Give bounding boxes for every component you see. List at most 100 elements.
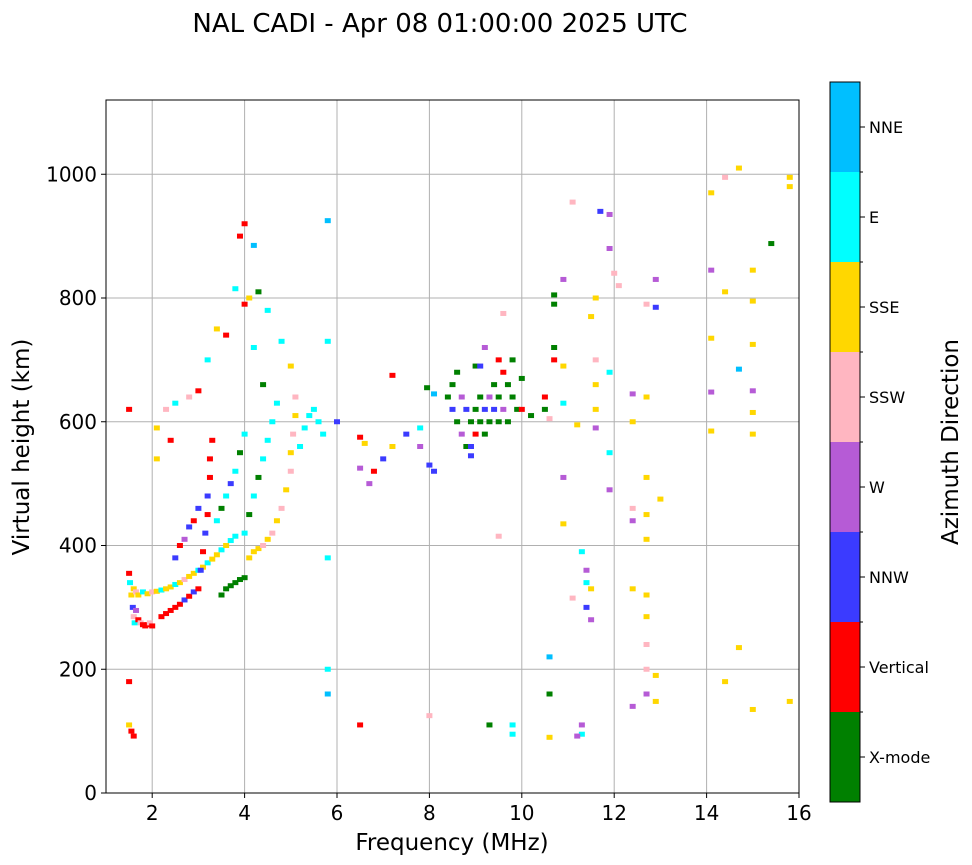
data-point	[186, 593, 193, 599]
data-point	[449, 382, 456, 388]
data-point	[126, 406, 133, 412]
data-point	[652, 276, 659, 282]
data-point	[255, 546, 262, 552]
data-point	[163, 586, 170, 592]
colorbar-segment	[830, 172, 860, 262]
data-point	[278, 505, 285, 511]
data-point	[722, 679, 729, 685]
data-point	[204, 512, 211, 518]
data-point	[458, 394, 465, 400]
data-point	[472, 363, 479, 369]
data-point	[560, 521, 567, 527]
data-point	[749, 341, 756, 347]
data-point	[260, 543, 267, 548]
data-point	[486, 394, 493, 400]
data-point	[255, 474, 262, 480]
data-point	[213, 326, 220, 332]
data-point	[749, 298, 756, 304]
colorbar-tick-label: NNE	[869, 118, 903, 137]
colorbar-segment	[830, 712, 860, 802]
data-point	[255, 289, 262, 295]
data-point	[236, 577, 243, 583]
data-point	[560, 474, 567, 480]
data-point	[236, 450, 243, 456]
data-point	[301, 425, 308, 431]
data-point	[643, 642, 650, 647]
colorbar: X-mode Vertical NNW W SSW SSE E NNE	[829, 81, 930, 803]
data-point	[223, 332, 230, 338]
data-point	[652, 698, 659, 704]
data-point	[592, 295, 599, 301]
data-point	[606, 450, 613, 456]
data-point	[129, 604, 136, 610]
data-point	[509, 357, 516, 363]
data-point	[643, 512, 650, 518]
data-point	[592, 425, 599, 431]
colorbar-segment	[830, 622, 860, 712]
plot-area-frame	[105, 99, 800, 794]
data-point	[491, 406, 498, 412]
data-point	[652, 304, 659, 310]
data-point	[246, 555, 253, 561]
data-point	[643, 666, 650, 672]
data-point	[768, 241, 775, 247]
data-point	[509, 731, 516, 737]
data-point	[172, 400, 179, 406]
data-point	[357, 465, 364, 471]
data-point	[611, 270, 618, 276]
data-point	[167, 584, 174, 590]
data-point	[186, 573, 193, 579]
data-point	[144, 591, 151, 597]
data-point	[241, 301, 248, 307]
data-point	[708, 335, 715, 341]
data-point	[786, 698, 793, 704]
data-point	[722, 289, 729, 295]
data-point	[195, 505, 202, 511]
data-point	[643, 394, 650, 400]
data-point	[786, 184, 793, 190]
data-point	[128, 592, 135, 598]
data-point	[578, 722, 585, 728]
y-tick-label: 1000	[46, 162, 97, 186]
data-point	[264, 307, 271, 313]
data-point	[370, 468, 377, 474]
data-point	[463, 406, 470, 412]
colorbar-tick-label: SSE	[869, 298, 899, 317]
data-point	[380, 456, 387, 462]
data-point	[292, 413, 299, 419]
data-point	[583, 604, 590, 610]
colorbar-tick-label: X-mode	[869, 748, 930, 767]
y-axis-label: Virtual height (km)	[9, 339, 35, 556]
data-point	[135, 592, 142, 598]
data-point	[509, 394, 516, 400]
data-point	[186, 394, 193, 400]
data-point	[643, 536, 650, 542]
data-point	[186, 524, 193, 530]
data-point	[786, 174, 793, 180]
data-point	[629, 518, 636, 524]
data-point	[126, 722, 133, 728]
data-point	[491, 382, 498, 388]
x-tick-label: 6	[331, 801, 344, 825]
data-point	[315, 419, 322, 425]
data-point	[629, 391, 636, 397]
data-point	[629, 505, 636, 511]
data-point	[324, 691, 331, 697]
data-point	[206, 456, 213, 462]
data-point	[287, 363, 294, 369]
data-point	[606, 369, 613, 375]
data-point	[334, 419, 340, 425]
data-point	[467, 453, 474, 459]
colorbar-frame	[829, 81, 861, 803]
data-point	[708, 190, 715, 196]
colorbar-segment	[830, 352, 860, 442]
data-point	[133, 589, 140, 595]
grid	[106, 100, 800, 794]
data-point	[551, 357, 558, 363]
x-tick-label: 2	[146, 801, 159, 825]
data-point	[606, 487, 613, 493]
data-point	[232, 286, 239, 292]
data-point	[546, 691, 553, 697]
data-point	[181, 536, 188, 542]
data-point	[426, 462, 433, 468]
